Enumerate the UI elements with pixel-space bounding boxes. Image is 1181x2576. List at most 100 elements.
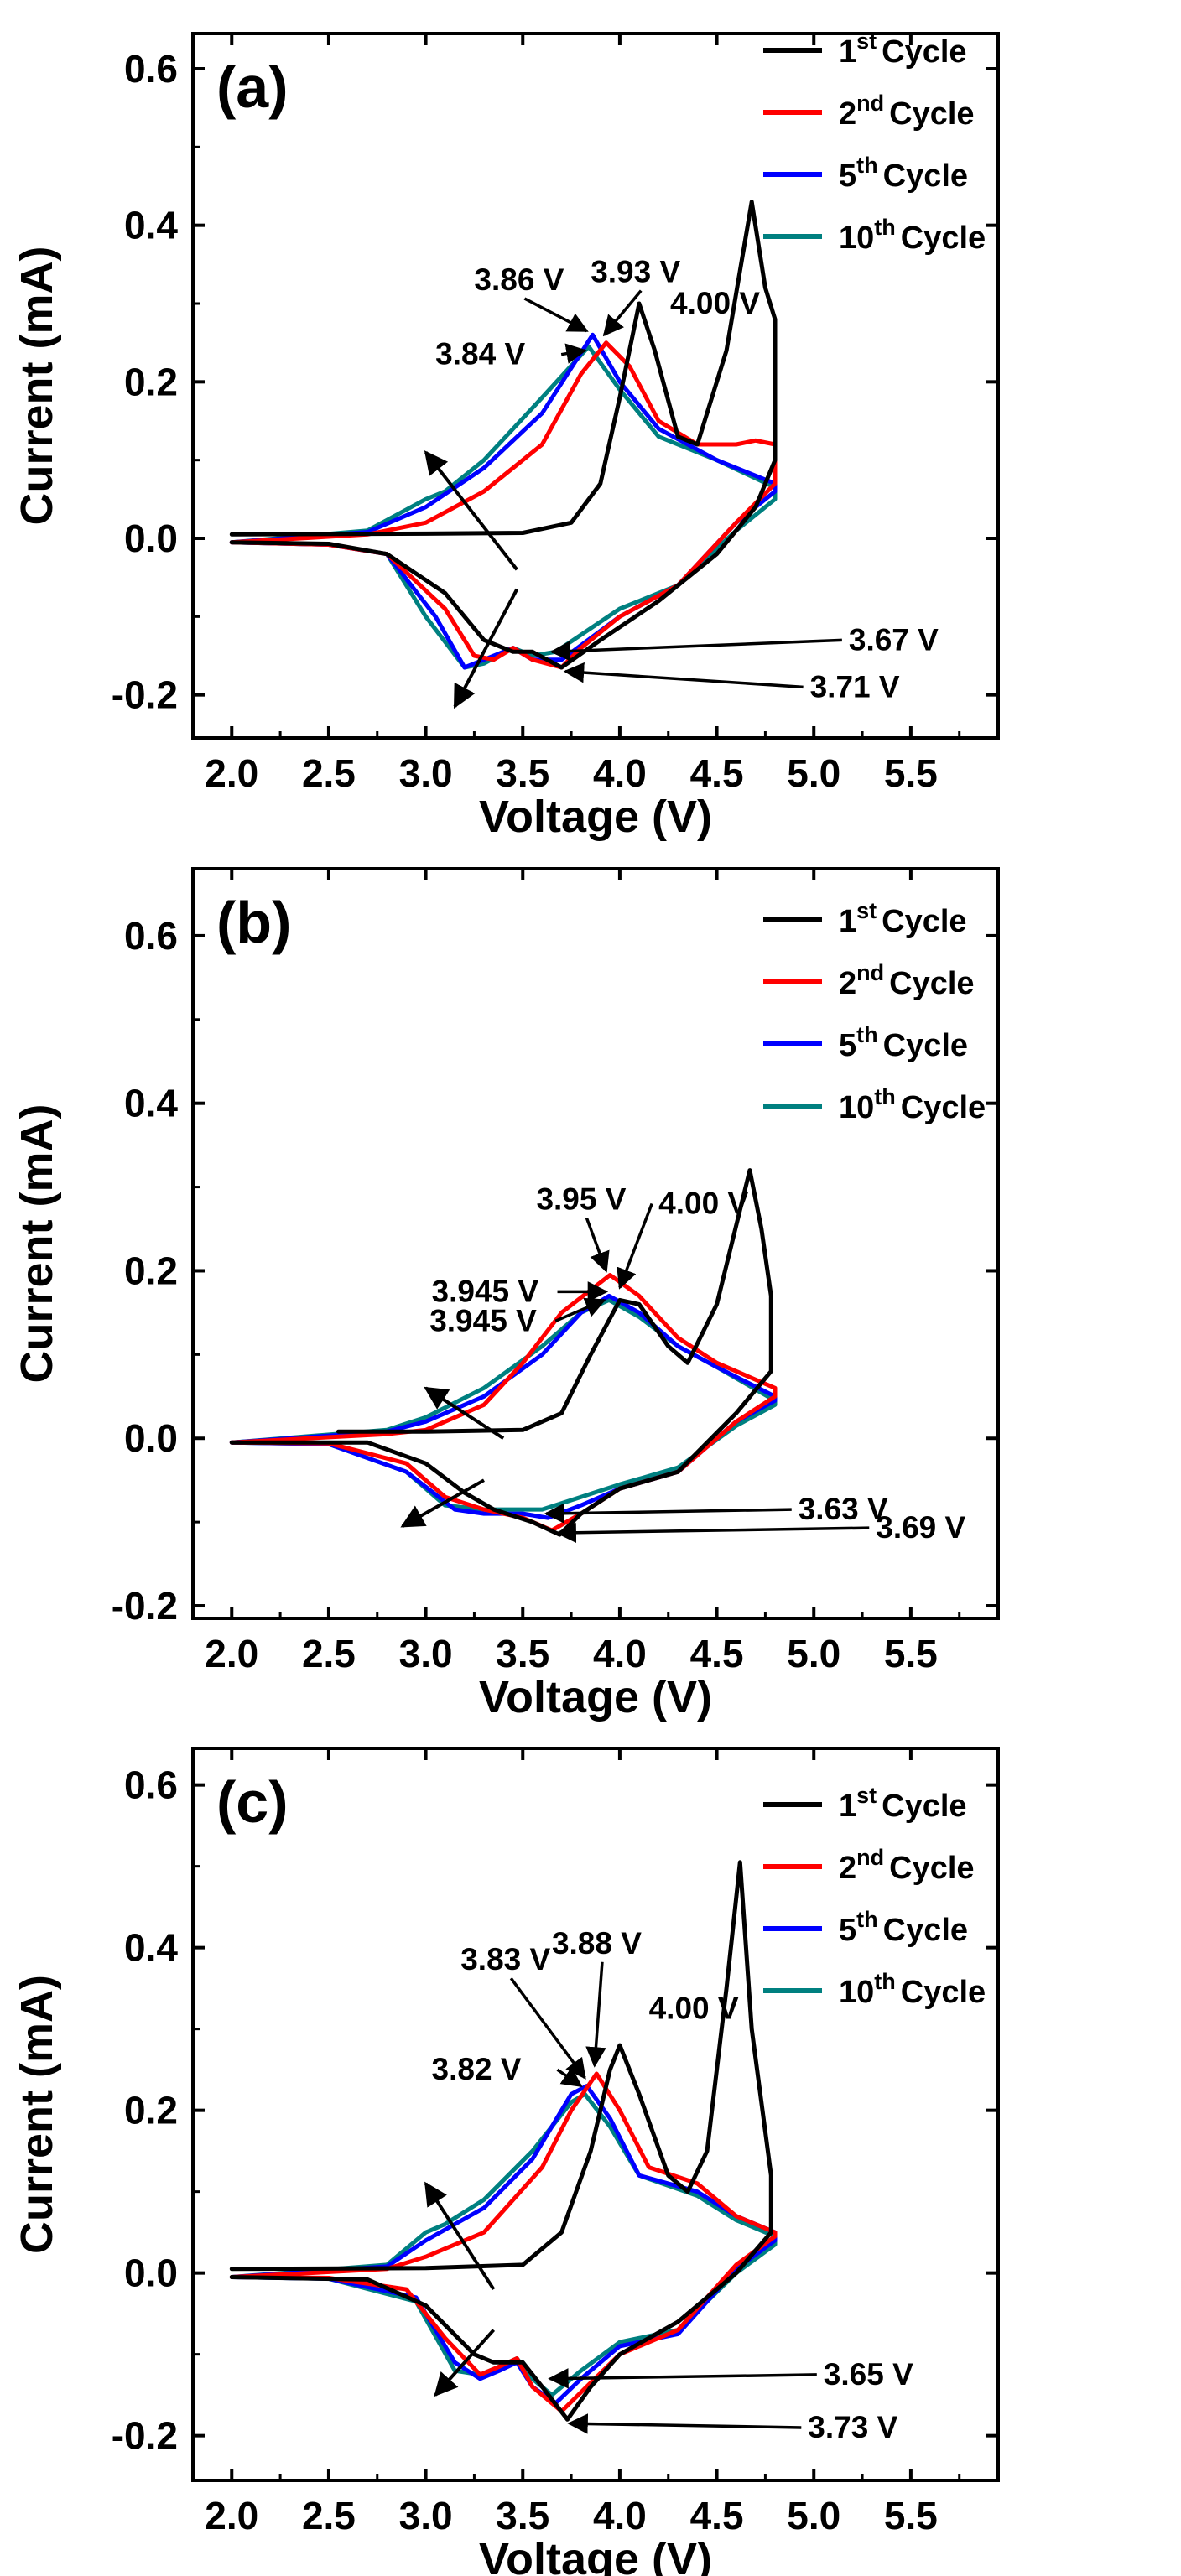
x-tick-label: 5.5 — [884, 2494, 938, 2537]
annotation-arrow — [523, 297, 589, 333]
x-axis-title: Voltage (V) — [479, 1672, 712, 1722]
legend-label: 10th Cycle — [839, 1084, 986, 1125]
legend-entry: 5th Cycle — [763, 1022, 968, 1063]
series-line-1st — [229, 200, 778, 670]
legend-label: 2nd Cycle — [839, 91, 975, 132]
x-tick-label: 3.0 — [399, 1632, 453, 1675]
plot-frame — [191, 1747, 1000, 2482]
x-axis-title: Voltage (V) — [479, 792, 712, 842]
peak-annotation: 4.00 V — [649, 1991, 739, 2025]
annotation-label: 4.00 V — [649, 1991, 739, 2025]
annotation-label: 3.86 V — [474, 262, 564, 297]
annotation-label: 3.95 V — [536, 1182, 626, 1217]
trend-arrow — [424, 1386, 505, 1440]
peak-annotation: 4.00 V — [617, 1187, 748, 1290]
annotation-label: 3.63 V — [799, 1492, 888, 1526]
x-tick-label: 3.0 — [399, 751, 453, 795]
annotation-label: 3.945 V — [429, 1303, 537, 1337]
panel-label: (c) — [216, 1769, 289, 1835]
peak-annotation: 3.82 V — [432, 2052, 583, 2087]
x-tick-label: 4.0 — [593, 1632, 647, 1675]
trend-arrow — [424, 450, 518, 571]
x-tick-label: 2.5 — [302, 751, 356, 795]
peak-annotation: 3.65 V — [548, 2357, 913, 2392]
annotation-arrow — [555, 1522, 870, 1544]
x-tick-label: 5.5 — [884, 1632, 938, 1675]
legend-entry: 10th Cycle — [763, 1084, 986, 1125]
annotation-arrow — [554, 1297, 606, 1323]
annotation-arrow — [585, 1961, 606, 2068]
annotation-arrow — [585, 1217, 610, 1273]
y-tick-label: 0.0 — [124, 1416, 178, 1460]
peak-annotation: 3.945 V — [432, 1274, 609, 1308]
peak-annotation: 3.71 V — [563, 662, 900, 704]
annotation-label: 3.69 V — [876, 1510, 965, 1545]
y-axis-title: Current (mA) — [12, 1104, 62, 1384]
annotation-label: 3.71 V — [810, 669, 900, 704]
annotation-arrow — [602, 289, 643, 337]
x-tick-label: 5.5 — [884, 751, 938, 795]
annotation-label: 3.73 V — [808, 2410, 897, 2444]
x-tick-label: 5.0 — [787, 1632, 840, 1675]
annotation-arrow — [548, 2368, 817, 2389]
plot-frame — [191, 867, 1000, 1620]
y-tick-label: 0.6 — [124, 1763, 178, 1807]
annotation-label: 3.93 V — [590, 255, 680, 289]
legend-label: 10th Cycle — [839, 215, 986, 256]
peak-annotation: 4.00 V — [670, 286, 760, 320]
legend-label: 1st Cycle — [839, 29, 967, 70]
trend-arrow — [424, 2181, 496, 2291]
peak-annotation: 3.945 V — [429, 1297, 606, 1337]
y-tick-label: 0.4 — [124, 1926, 178, 1970]
y-tick-label: 0.4 — [124, 204, 178, 247]
y-tick-label: -0.2 — [112, 1584, 178, 1628]
annotation-label: 3.84 V — [435, 337, 525, 371]
legend-entry: 2nd Cycle — [763, 960, 975, 1001]
panel-label: (b) — [216, 890, 291, 955]
legend-label: 5th Cycle — [839, 1907, 968, 1948]
legend-label: 5th Cycle — [839, 1022, 968, 1063]
legend-entry: 5th Cycle — [763, 1907, 968, 1948]
legend-label: 1st Cycle — [839, 898, 967, 939]
peak-annotation: 3.73 V — [567, 2410, 898, 2444]
panel-label: (a) — [216, 55, 289, 120]
y-tick-label: 0.2 — [124, 2089, 178, 2132]
y-tick-label: 0.6 — [124, 914, 178, 958]
legend-label: 10th Cycle — [839, 1969, 986, 2010]
x-tick-label: 2.0 — [205, 751, 258, 795]
y-tick-label: 0.6 — [124, 47, 178, 91]
legend-label: 2nd Cycle — [839, 960, 975, 1001]
y-tick-label: -0.2 — [112, 673, 178, 717]
series-line-5th — [229, 2084, 778, 2406]
y-tick-label: 0.4 — [124, 1082, 178, 1125]
annotation-arrow — [617, 1202, 653, 1290]
x-tick-label: 3.0 — [399, 2494, 453, 2537]
annotation-label: 3.65 V — [824, 2357, 913, 2392]
x-tick-label: 2.5 — [302, 2494, 356, 2537]
x-tick-label: 2.0 — [205, 2494, 258, 2537]
annotation-arrow — [556, 2066, 583, 2087]
x-tick-label: 5.0 — [787, 751, 840, 795]
x-tick-label: 3.5 — [496, 1632, 549, 1675]
series-line-5th — [229, 1293, 778, 1520]
annotation-label: 4.00 V — [670, 286, 760, 320]
peak-annotation: 3.83 V — [460, 1942, 586, 2080]
x-tick-label: 2.0 — [205, 1632, 258, 1675]
panel-c: 2.0 2.5 3.0 3.5 4.0 4.5 5.0 5.5 -0.2 0.0 0.2 0.4 0.6… — [12, 1747, 1000, 2576]
x-tick-label: 5.0 — [787, 2494, 840, 2537]
annotation-arrow — [544, 1503, 792, 1524]
annotation-label: 3.82 V — [432, 2052, 522, 2086]
x-tick-label: 3.5 — [496, 2494, 549, 2537]
y-tick-label: 0.2 — [124, 1249, 178, 1292]
annotation-label: 3.88 V — [552, 1926, 642, 1961]
peak-annotation: 3.95 V — [536, 1182, 627, 1273]
trend-arrow — [400, 1478, 485, 1528]
x-tick-label: 2.5 — [302, 1632, 356, 1675]
annotation-label: 3.83 V — [460, 1942, 550, 1976]
x-tick-label: 4.5 — [690, 1632, 744, 1675]
legend-entry: 1st Cycle — [763, 29, 967, 70]
panel-b: 2.0 2.5 3.0 3.5 4.0 4.5 5.0 5.5 -0.2 0.0 0.2 0.4 0.6… — [12, 867, 1000, 1722]
annotation-arrow — [560, 343, 587, 364]
peak-annotation: 3.88 V — [552, 1926, 642, 2068]
legend-entry: 10th Cycle — [763, 1969, 986, 2010]
